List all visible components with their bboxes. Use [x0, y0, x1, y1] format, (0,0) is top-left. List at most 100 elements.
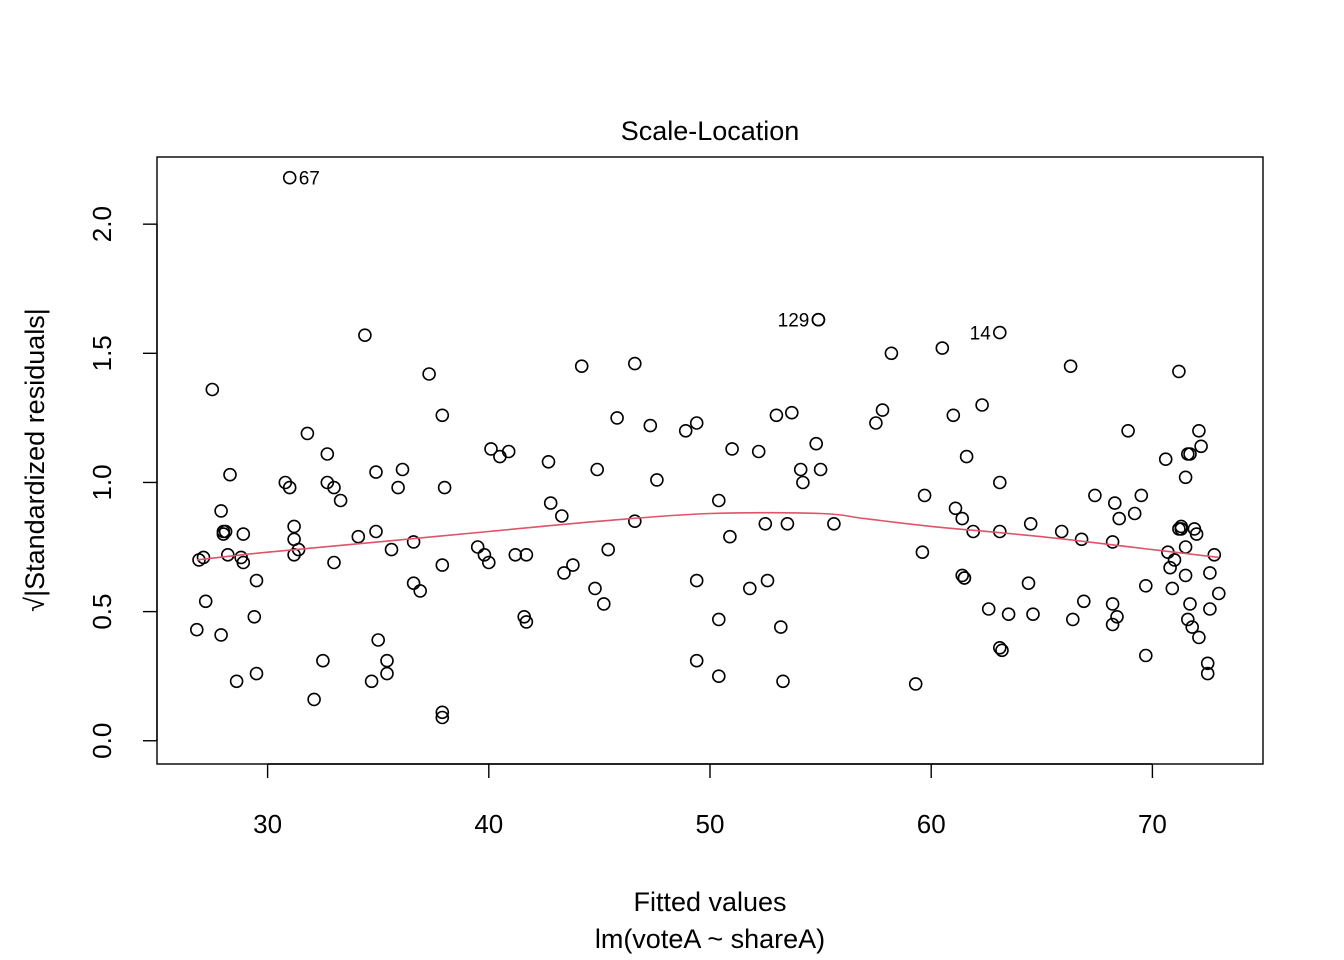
data-point — [481, 555, 496, 570]
x-axis-label: Fitted values — [633, 887, 786, 917]
data-point — [196, 550, 211, 565]
data-point — [776, 674, 790, 689]
data-point — [327, 480, 341, 495]
data-point — [1181, 612, 1195, 627]
data-point — [1134, 488, 1149, 503]
data-point — [869, 416, 883, 430]
data-point — [320, 447, 335, 461]
data-point — [875, 403, 890, 417]
data-point — [395, 462, 410, 477]
data-point — [380, 653, 394, 668]
data-point — [689, 416, 704, 430]
data-point — [369, 465, 383, 479]
labeled-point — [282, 170, 297, 185]
data-point — [1194, 439, 1208, 454]
data-point — [1063, 359, 1078, 374]
data-point — [689, 573, 704, 588]
data-point — [470, 540, 485, 554]
data-point — [435, 710, 450, 725]
point-label: 129 — [778, 311, 810, 332]
data-point — [543, 496, 558, 510]
data-point — [327, 555, 341, 570]
data-point — [678, 423, 693, 438]
point-label: 14 — [970, 324, 992, 345]
y-tick-label: 1.5 — [87, 335, 117, 371]
data-point — [760, 573, 775, 588]
data-point — [1174, 522, 1188, 536]
data-point — [773, 620, 788, 634]
data-point — [1088, 488, 1102, 503]
data-point — [229, 674, 244, 689]
data-point — [1026, 607, 1040, 622]
data-point — [908, 677, 923, 691]
data-point — [946, 408, 961, 423]
data-point — [1203, 602, 1217, 616]
data-point — [287, 519, 301, 534]
point-layer — [190, 170, 1226, 725]
data-point — [935, 341, 950, 355]
data-point — [827, 516, 841, 531]
data-point — [371, 633, 386, 647]
data-point — [574, 359, 589, 374]
data-point — [484, 442, 498, 456]
data-point — [1207, 547, 1222, 562]
y-axis-label: √|Standardized residuals| — [20, 308, 50, 612]
data-point — [627, 514, 642, 529]
data-point — [723, 529, 737, 544]
data-point — [406, 535, 421, 549]
data-point — [1172, 364, 1186, 379]
data-point — [1178, 568, 1193, 583]
x-tick-label: 40 — [474, 809, 503, 839]
chart-subtitle: lm(voteA ~ shareA) — [595, 924, 825, 954]
data-point — [422, 367, 436, 381]
data-point — [282, 480, 297, 495]
data-point — [796, 475, 810, 490]
data-point — [1192, 630, 1206, 645]
point-label-layer: 67 129 14 — [299, 169, 991, 345]
data-point — [758, 516, 773, 531]
data-point — [1077, 594, 1091, 609]
data-point — [1001, 607, 1016, 622]
data-point — [406, 576, 421, 591]
data-point — [435, 558, 450, 572]
data-point — [1121, 423, 1135, 438]
y-tick-label: 2.0 — [87, 206, 117, 242]
data-point — [1021, 576, 1036, 591]
y-tick-label: 1.0 — [87, 464, 117, 500]
data-point — [650, 473, 664, 487]
x-axis: 30 40 50 60 70 — [253, 763, 1167, 839]
data-point — [493, 449, 507, 464]
smooth-line — [196, 511, 1219, 561]
y-tick-label: 0.0 — [87, 723, 117, 759]
data-point — [223, 467, 237, 482]
data-point — [214, 504, 228, 518]
data-point — [809, 436, 824, 451]
data-point — [364, 674, 379, 689]
data-point — [236, 527, 251, 541]
data-point — [1189, 527, 1204, 541]
data-point — [1178, 470, 1193, 485]
data-point — [214, 628, 228, 642]
data-point — [742, 581, 757, 596]
data-point — [557, 566, 571, 580]
data-point — [1054, 524, 1069, 539]
data-point — [218, 524, 233, 539]
data-point — [508, 547, 523, 562]
data-point — [588, 581, 602, 596]
data-point — [247, 609, 262, 624]
data-point — [236, 555, 251, 570]
data-point — [751, 444, 766, 459]
data-point — [413, 584, 428, 598]
data-point — [793, 462, 808, 477]
data-point — [981, 602, 996, 616]
data-point — [948, 501, 963, 516]
data-point — [1192, 423, 1206, 438]
data-point — [627, 356, 642, 371]
data-point — [1158, 452, 1173, 467]
data-point — [769, 408, 784, 423]
data-point — [590, 462, 605, 477]
data-point — [351, 529, 366, 544]
data-point — [205, 382, 220, 397]
data-point — [780, 516, 795, 531]
data-point — [541, 454, 556, 469]
